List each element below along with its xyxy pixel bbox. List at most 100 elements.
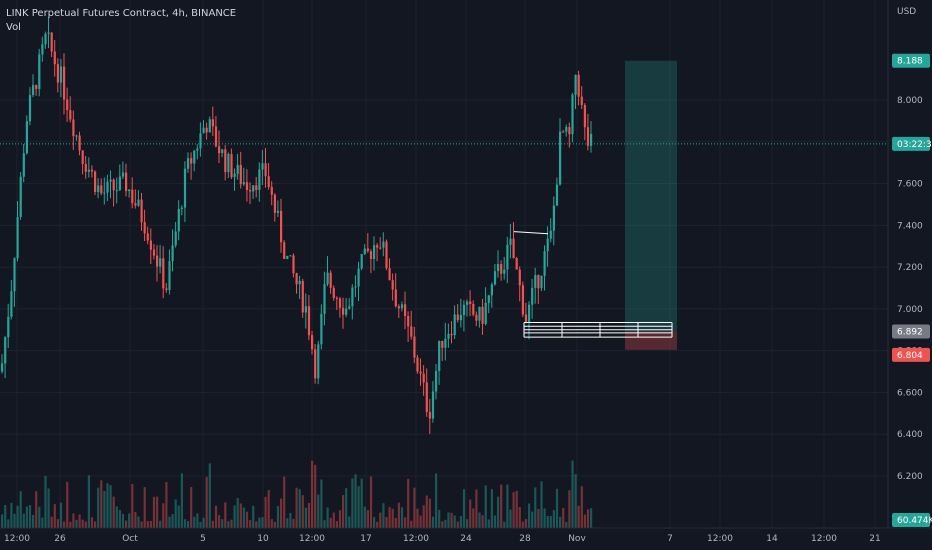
- candle-body: [38, 54, 41, 89]
- candle-body: [531, 287, 534, 305]
- price-tick-label: 7.200: [897, 263, 923, 273]
- volume-bar: [320, 479, 323, 528]
- volume-bar: [304, 507, 307, 528]
- time-tick-label: 12:00: [811, 534, 837, 544]
- volume-bar: [540, 481, 543, 528]
- candle-body: [466, 301, 469, 305]
- time-tick-label: 5: [200, 534, 206, 544]
- volume-bar: [245, 511, 249, 528]
- volume-bar: [571, 460, 574, 528]
- candle-body: [205, 127, 208, 133]
- countdown-tag: 03:22:36: [892, 136, 932, 151]
- price-tick-label: 6.600: [897, 388, 923, 398]
- candle-body: [19, 176, 22, 217]
- volume-bar: [459, 516, 462, 528]
- volume-bar: [574, 474, 577, 528]
- candle-body: [404, 304, 407, 316]
- volume-bar: [22, 513, 25, 528]
- time-tick-label: 14: [766, 534, 778, 544]
- candle-body: [363, 248, 366, 255]
- volume-bar: [44, 475, 47, 528]
- volume-bar: [32, 514, 35, 528]
- price-tick-label: 7.000: [897, 305, 923, 315]
- volume-bar: [196, 513, 199, 528]
- volume-bar: [199, 521, 202, 528]
- volume-bar: [487, 519, 490, 528]
- volume-bar: [317, 494, 320, 528]
- volume-bar: [562, 508, 565, 528]
- volume-bar: [326, 507, 329, 528]
- candle-body: [444, 338, 447, 348]
- candle-body: [586, 127, 590, 146]
- time-tick-label: 12:00: [403, 534, 429, 544]
- candle-body: [459, 314, 462, 321]
- candle-body: [72, 119, 75, 137]
- candle-body: [103, 192, 106, 194]
- candle-body: [165, 288, 168, 290]
- volume-bar: [202, 517, 205, 528]
- candle-body: [180, 207, 183, 209]
- candle-body: [267, 176, 270, 187]
- volume-bar: [168, 516, 171, 528]
- candle-body: [283, 242, 286, 259]
- entry-price-tag-bg: [892, 324, 930, 339]
- candle-body: [385, 241, 388, 269]
- candle-body: [224, 149, 227, 173]
- candle-body: [149, 240, 152, 250]
- candle-body: [230, 153, 233, 178]
- volume-bar: [143, 487, 146, 528]
- candle-body: [391, 280, 394, 290]
- candle-body: [1, 363, 4, 372]
- volume-bar: [13, 513, 16, 528]
- volume-bar: [342, 495, 345, 528]
- candle-body: [146, 233, 149, 241]
- volume-bar: [149, 520, 152, 528]
- volume-bar: [56, 519, 59, 528]
- volume-bar: [106, 483, 109, 528]
- volume-bar: [493, 515, 497, 528]
- volume-bar: [388, 506, 391, 528]
- volume-bar: [481, 515, 484, 528]
- candle-body: [441, 340, 444, 348]
- candle-body: [32, 85, 35, 95]
- volume-bar: [425, 495, 428, 528]
- candle-body: [233, 173, 236, 178]
- volume-bar: [131, 483, 134, 528]
- symbol-title[interactable]: LINK Perpetual Futures Contract, 4h, BIN…: [6, 8, 237, 19]
- volume-bar: [577, 505, 580, 528]
- candle-body: [369, 251, 373, 260]
- time-tick-label: Oct: [122, 534, 138, 544]
- candle-body: [47, 32, 50, 34]
- volume-bar: [469, 499, 472, 528]
- candle-body: [314, 349, 317, 379]
- volume-bar: [394, 518, 397, 528]
- candle-body: [214, 126, 218, 147]
- volume-bar: [311, 460, 314, 528]
- volume-bar: [121, 514, 125, 528]
- volume-bar: [97, 487, 100, 528]
- volume-indicator-label[interactable]: Vol: [6, 22, 21, 33]
- candle-body: [50, 32, 53, 52]
- candle-body: [187, 158, 190, 169]
- candle-body: [419, 371, 422, 374]
- candle-body: [301, 280, 304, 313]
- volume-bar: [363, 506, 366, 528]
- candle-body: [366, 248, 369, 252]
- volume-bar: [152, 496, 156, 528]
- volume-bar: [137, 516, 140, 528]
- candle-body: [360, 254, 363, 269]
- candle-body: [450, 333, 453, 336]
- candle-body: [518, 269, 521, 286]
- volume-tag: 60.474K: [892, 513, 932, 527]
- candle-body: [13, 258, 16, 292]
- volume-bar: [286, 518, 289, 528]
- candle-body: [53, 51, 56, 65]
- candle-body: [583, 104, 586, 128]
- volume-bar: [410, 520, 413, 528]
- stop-price-tag: 6.804: [892, 347, 930, 362]
- volume-bar: [497, 496, 500, 528]
- candle-body: [376, 245, 379, 248]
- volume-bar: [391, 508, 394, 528]
- candle-body: [332, 287, 335, 298]
